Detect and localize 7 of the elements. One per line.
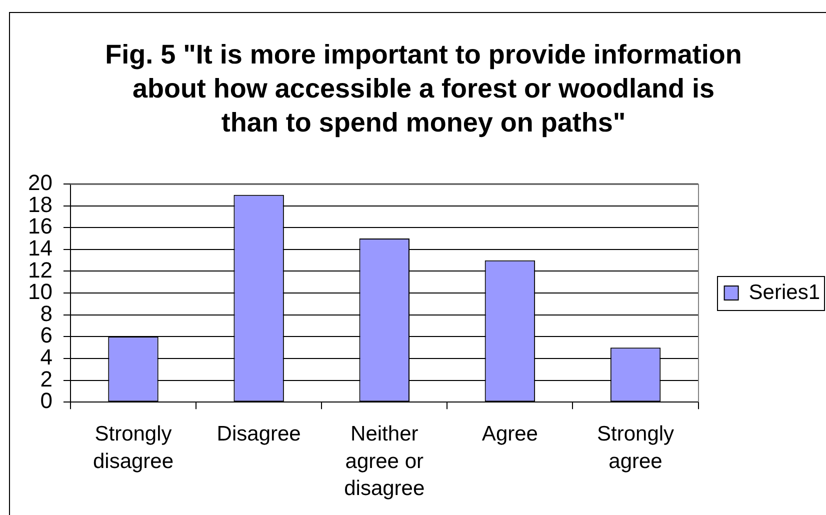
x-tick-label: Agree (482, 422, 538, 446)
x-tick-label: Strongly disagree (92, 422, 174, 473)
chart-title: Fig. 5 "It is more important to provide information about how accessible a forest or woodland is than to spend money on paths" (105, 39, 742, 138)
legend-label: Series1 (748, 280, 820, 304)
x-tick-label: Neither agree or disagree (344, 422, 425, 500)
x-tick-label: Disagree (216, 422, 301, 446)
x-tick-label: Strongly agree (596, 422, 675, 473)
